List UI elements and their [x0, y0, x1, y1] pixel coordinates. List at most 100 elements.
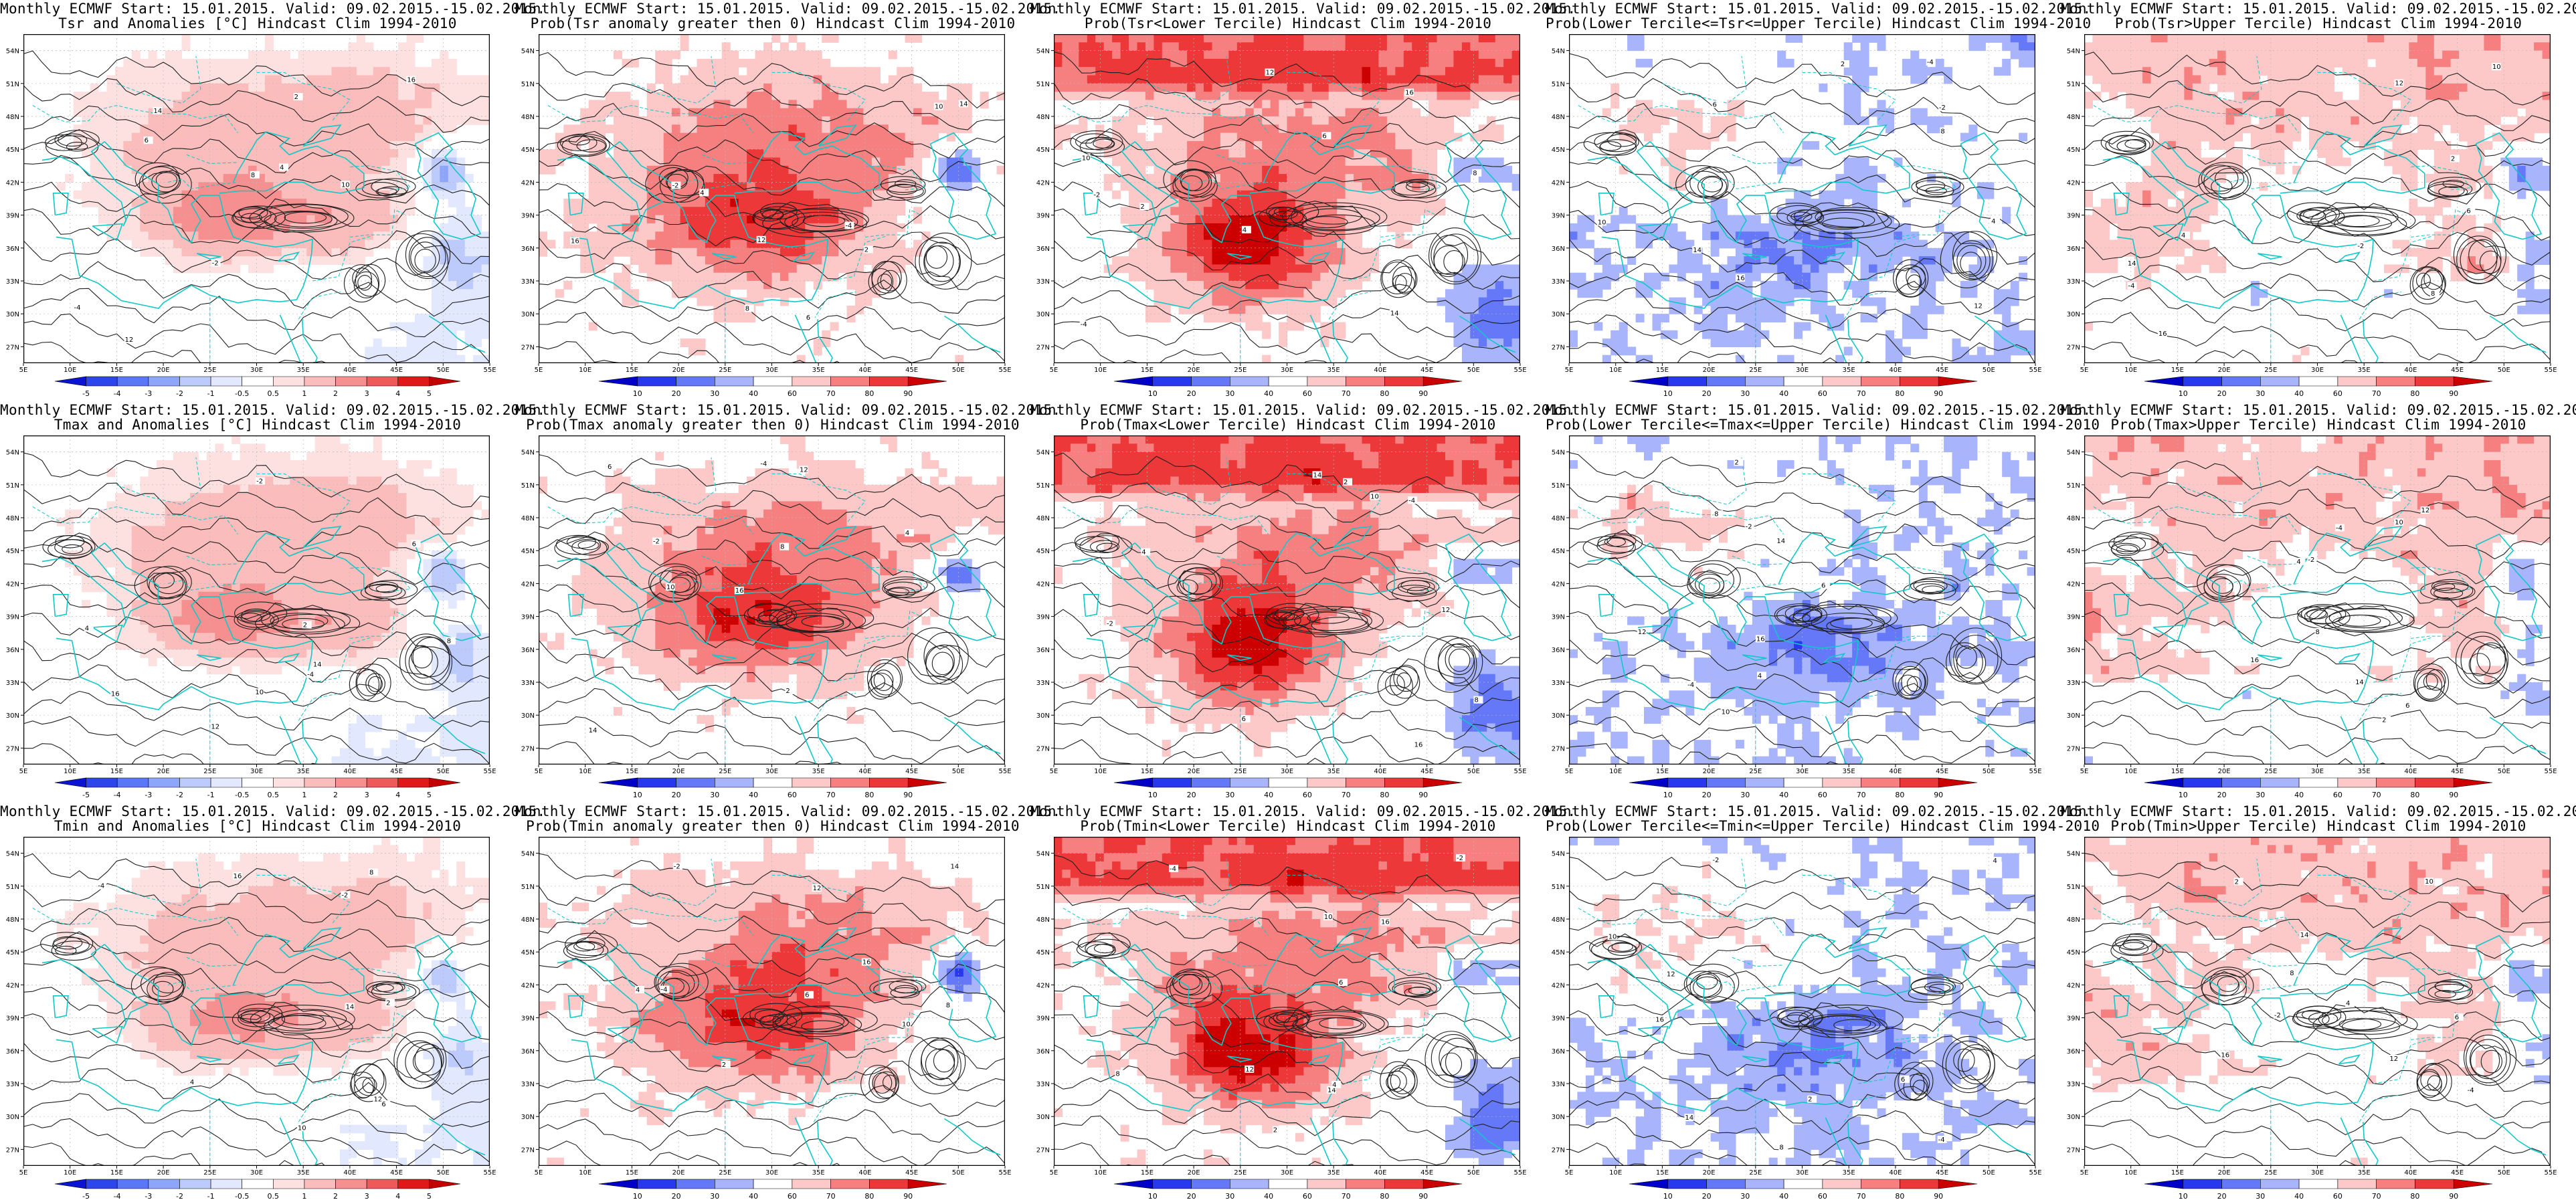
- lat-tick-label: 27N: [6, 344, 19, 351]
- lat-tick-label: 39N: [6, 1015, 19, 1023]
- colorbar-label: 1: [302, 389, 306, 398]
- panel-title-line2: Prob(Lower Tercile<=Tmax<=Upper Tercile)…: [1546, 417, 2100, 433]
- colorbar-label: 90: [2449, 389, 2458, 398]
- lat-tick-label: 27N: [521, 745, 535, 752]
- colorbar-label: 70: [2372, 791, 2381, 799]
- lat-tick-label: 27N: [6, 745, 19, 752]
- lon-tick-label: 55E: [998, 367, 1011, 374]
- colorbar-label: 0.5: [268, 791, 280, 799]
- lat-tick-label: 54N: [521, 48, 535, 56]
- lon-tick-label: 55E: [483, 1169, 496, 1177]
- lat-tick-label: 36N: [1036, 647, 1050, 654]
- colorbar-label: 20: [2217, 389, 2227, 398]
- panel-title-line1: Monthly ECMWF Start: 15.01.2015. Valid: …: [1030, 803, 1576, 819]
- lat-tick-label: 45N: [1552, 548, 1565, 555]
- lon-tick-label: 15E: [1141, 367, 1154, 374]
- lon-tick-label: 10E: [1094, 367, 1107, 374]
- colorbar-label: 90: [1934, 791, 1943, 799]
- lon-tick-label: 15E: [2171, 367, 2184, 374]
- colorbar-label: 1: [302, 1192, 306, 1201]
- lon-tick-label: 50E: [952, 768, 965, 775]
- lon-tick-label: 10E: [1609, 1169, 1622, 1177]
- map-axes: 54N 51N 48N 45N 42N 39N 36N 33N 30N 27N 5E 10E 15E 20…: [6, 851, 496, 1177]
- lat-tick-label: 51N: [1552, 81, 1565, 88]
- lon-tick-label: 35E: [1327, 1169, 1340, 1177]
- panel-title-line2: Tmax and Anomalies [°C] Hindcast Clim 19…: [54, 417, 462, 433]
- lon-tick-label: 10E: [64, 768, 76, 775]
- lon-tick-label: 30E: [1796, 1169, 1809, 1177]
- lon-tick-label: 5E: [1565, 1169, 1574, 1177]
- lon-tick-label: 5E: [1050, 768, 1059, 775]
- lon-tick-label: 45E: [1420, 1169, 1433, 1177]
- lat-tick-label: 54N: [6, 851, 19, 858]
- lat-tick-label: 39N: [6, 614, 19, 621]
- colorbar-label: 90: [1934, 389, 1943, 398]
- lat-tick-label: 48N: [6, 515, 19, 522]
- lat-tick-label: 54N: [2067, 48, 2080, 56]
- lon-tick-label: 15E: [2171, 1169, 2184, 1177]
- panel-title-line2: Prob(Lower Tercile<=Tsr<=Upper Tercile) …: [1546, 15, 2092, 31]
- lon-tick-label: 10E: [1609, 367, 1622, 374]
- lat-tick-label: 45N: [1036, 949, 1050, 957]
- lon-tick-label: 35E: [812, 768, 825, 775]
- panel-tsr-prob-pos: Monthly ECMWF Start: 15.01.2015. Valid: …: [515, 0, 1061, 401]
- panel-tmin-prob-lower: Monthly ECMWF Start: 15.01.2015. Valid: …: [1030, 803, 1576, 1204]
- colorbar-label: 70: [826, 1192, 836, 1201]
- lat-tick-label: 42N: [1036, 581, 1050, 588]
- panel-title-line1: Monthly ECMWF Start: 15.01.2015. Valid: …: [515, 402, 1061, 418]
- lat-tick-label: 36N: [2067, 245, 2080, 253]
- colorbar-label: 70: [1342, 1192, 1351, 1201]
- colorbar-label: 80: [864, 389, 874, 398]
- lon-tick-label: 50E: [1467, 1169, 1480, 1177]
- lon-tick-label: 35E: [1327, 367, 1340, 374]
- lat-tick-label: 42N: [1036, 179, 1050, 187]
- colorbar-label: -0.5: [235, 791, 249, 799]
- lat-tick-label: 45N: [6, 146, 19, 154]
- lat-tick-label: 51N: [521, 81, 535, 88]
- colorbar-prob: 10 20 30 40 60 70 80 90: [1629, 1179, 1978, 1201]
- lat-tick-label: 42N: [521, 581, 535, 588]
- lon-tick-label: 45E: [905, 768, 918, 775]
- lat-tick-label: 36N: [6, 1048, 19, 1056]
- colorbar-label: 10: [633, 1192, 642, 1201]
- colorbar-label: 10: [1148, 791, 1158, 799]
- lat-tick-label: 51N: [521, 482, 535, 490]
- lon-tick-label: 40E: [858, 367, 871, 374]
- lon-tick-label: 15E: [110, 1169, 123, 1177]
- lat-tick-label: 33N: [1036, 278, 1050, 286]
- colorbar-label: 30: [1225, 791, 1234, 799]
- lon-tick-label: 50E: [1467, 367, 1480, 374]
- lon-tick-label: 20E: [2218, 768, 2231, 775]
- svg-text:-2: -2: [672, 183, 678, 190]
- lon-tick-label: 35E: [2358, 367, 2371, 374]
- panel-title-line2: Prob(Tmin<Lower Tercile) Hindcast Clim 1…: [1080, 818, 1496, 834]
- lat-tick-label: 48N: [521, 114, 535, 121]
- lat-tick-label: 54N: [6, 48, 19, 56]
- lat-tick-label: 33N: [1552, 1081, 1565, 1088]
- colorbar-prob: 10 20 30 40 60 70 80 90: [2144, 777, 2493, 799]
- map-axes: 54N 51N 48N 45N 42N 39N 36N 33N 30N 27N 5E 10E 15E 20…: [2067, 449, 2557, 775]
- svg-text:-2: -2: [212, 260, 219, 267]
- colorbar-label: -2: [176, 389, 183, 398]
- panel-tsr-prob-upper: Monthly ECMWF Start: 15.01.2015. Valid: …: [2061, 0, 2576, 401]
- colorbar-prob: 10 20 30 40 60 70 80 90: [1113, 1179, 1463, 1201]
- lon-tick-label: 5E: [19, 1169, 28, 1177]
- colorbar-label: 90: [1418, 791, 1428, 799]
- colorbar-label: 70: [1857, 791, 1866, 799]
- svg-text:14: 14: [153, 108, 162, 115]
- colorbar-label: 60: [788, 1192, 797, 1201]
- lon-tick-label: 30E: [2311, 367, 2324, 374]
- lat-tick-label: 42N: [6, 179, 19, 187]
- colorbar-label: 40: [1264, 389, 1273, 398]
- lon-tick-label: 15E: [1141, 768, 1154, 775]
- lat-tick-label: 42N: [2067, 179, 2080, 187]
- lat-tick-label: 51N: [2067, 482, 2080, 490]
- lon-tick-label: 25E: [2264, 1169, 2277, 1177]
- lat-tick-label: 30N: [6, 311, 19, 318]
- colorbar-label: 80: [1380, 389, 1389, 398]
- lon-tick-label: 5E: [19, 367, 28, 374]
- lon-tick-label: 55E: [483, 367, 496, 374]
- colorbar-label: 20: [1187, 389, 1196, 398]
